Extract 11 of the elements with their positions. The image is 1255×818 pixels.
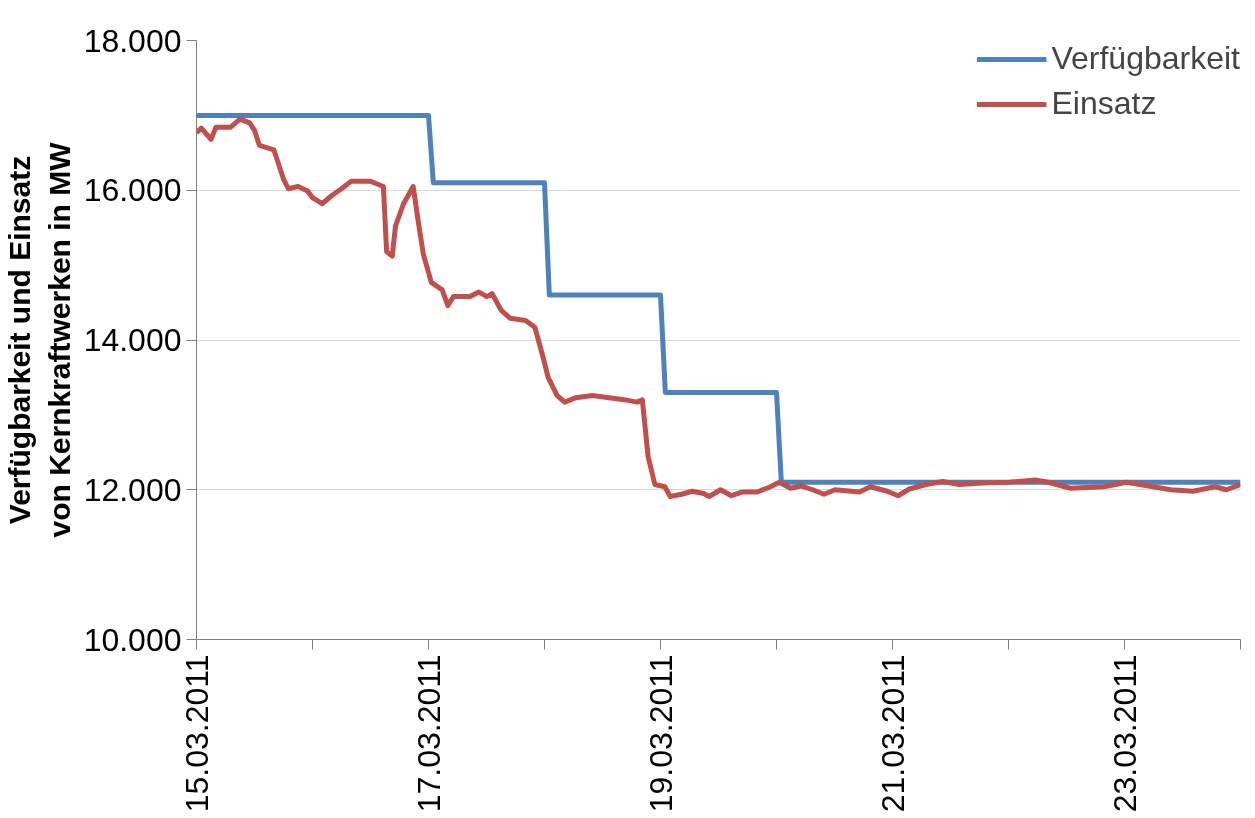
y-axis-title: Verfügbarkeit und Einsatz von Kernkraftwerken in MW [3,141,76,538]
legend-label: Verfügbarkeit [1051,40,1240,77]
x-tick-label: 17.03.2011 [410,654,447,813]
x-tick-label: 23.03.2011 [1106,654,1143,813]
x-tick-label: 21.03.2011 [874,654,911,813]
y-tick-label: 18.000 [83,22,182,59]
y-tick-label: 14.000 [83,322,182,358]
x-tick-label: 19.03.2011 [642,654,679,813]
y-tick-label: 16.000 [83,172,182,209]
legend-label: Einsatz [1051,85,1157,122]
y-tick-label: 12.000 [83,471,182,508]
